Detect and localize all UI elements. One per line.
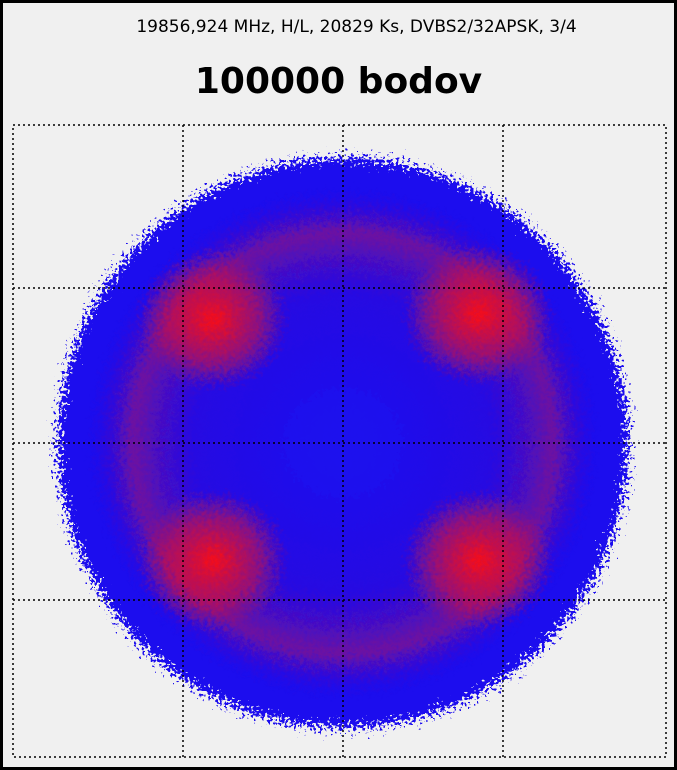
density-blob [138, 250, 288, 390]
constellation-plot [8, 120, 671, 764]
plot-border [12, 124, 667, 758]
density-blob [403, 490, 553, 630]
grid [12, 124, 667, 758]
density-blob [138, 490, 288, 630]
density-highlights [73, 173, 613, 713]
density-blob [403, 245, 553, 385]
point-count-title: 100000 bodov [194, 61, 483, 102]
signal-info: 19856,924 MHz, H/L, 20829 Ks, DVBS2/32AP… [136, 17, 577, 37]
